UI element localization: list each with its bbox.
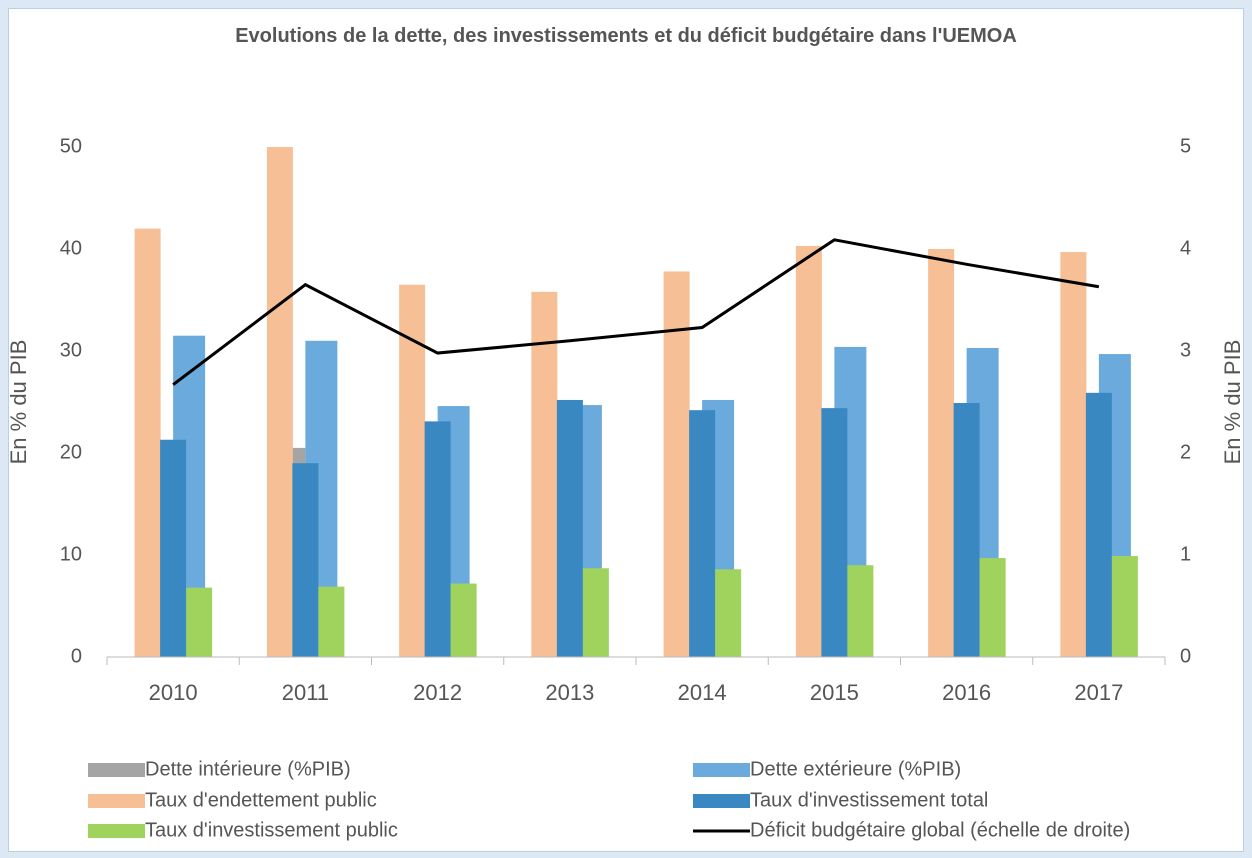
bar — [821, 408, 848, 657]
bar — [556, 399, 583, 657]
y-tick-label: 30 — [60, 339, 82, 361]
bar — [847, 565, 874, 657]
bar — [795, 245, 822, 657]
y2-tick-label: 3 — [1180, 339, 1191, 361]
bar — [928, 249, 955, 657]
bar — [134, 228, 161, 657]
bar — [689, 410, 716, 657]
bar — [663, 271, 690, 657]
y2-axis-label: En % du PIB — [1220, 340, 1245, 465]
bar — [186, 587, 213, 657]
chart-panel — [8, 8, 1244, 852]
x-tick-label: 2014 — [678, 680, 727, 705]
x-tick-label: 2015 — [810, 680, 859, 705]
bar — [1085, 392, 1112, 657]
legend-label: Déficit budgétaire global (échelle de dr… — [750, 819, 1130, 841]
legend-swatch — [88, 794, 145, 808]
bar — [531, 291, 558, 657]
y-axis-label: En % du PIB — [6, 340, 31, 465]
legend-label: Dette intérieure (%PIB) — [145, 758, 351, 780]
chart-title: Evolutions de la dette, des investisseme… — [235, 25, 1017, 47]
y2-tick-label: 4 — [1180, 237, 1191, 259]
bar — [318, 586, 345, 657]
bar — [160, 439, 187, 657]
bar — [399, 284, 426, 657]
bar — [582, 568, 609, 657]
y-tick-label: 50 — [60, 135, 82, 157]
y2-tick-label: 5 — [1180, 135, 1191, 157]
legend-label: Dette extérieure (%PIB) — [750, 758, 961, 780]
legend-label: Taux d'investissement public — [145, 819, 398, 841]
bar — [424, 421, 451, 657]
bar — [953, 403, 980, 657]
legend-label: Taux d'endettement public — [145, 789, 377, 811]
bar — [450, 583, 477, 657]
legend-swatch — [88, 824, 145, 838]
x-tick-label: 2010 — [149, 680, 198, 705]
bar — [266, 147, 293, 657]
y-tick-label: 20 — [60, 441, 82, 463]
bar — [979, 558, 1006, 657]
x-tick-label: 2011 — [282, 680, 329, 705]
x-tick-label: 2016 — [942, 680, 991, 705]
x-tick-label: 2017 — [1074, 680, 1123, 705]
x-tick-label: 2012 — [413, 680, 462, 705]
legend-swatch — [88, 763, 145, 777]
y2-tick-label: 1 — [1180, 543, 1191, 565]
y-tick-label: 10 — [60, 543, 82, 565]
legend-swatch — [693, 763, 750, 777]
bar — [715, 569, 742, 657]
y-tick-label: 40 — [60, 237, 82, 259]
line — [172, 238, 1100, 386]
bar — [1111, 556, 1138, 657]
x-tick-label: 2013 — [545, 680, 594, 705]
y2-tick-label: 0 — [1180, 645, 1191, 667]
bar — [292, 463, 319, 657]
y2-tick-label: 2 — [1180, 441, 1191, 463]
legend-swatch — [693, 794, 750, 808]
y-tick-label: 0 — [71, 645, 82, 667]
legend-label: Taux d'investissement total — [750, 789, 988, 811]
bar — [1060, 252, 1087, 657]
